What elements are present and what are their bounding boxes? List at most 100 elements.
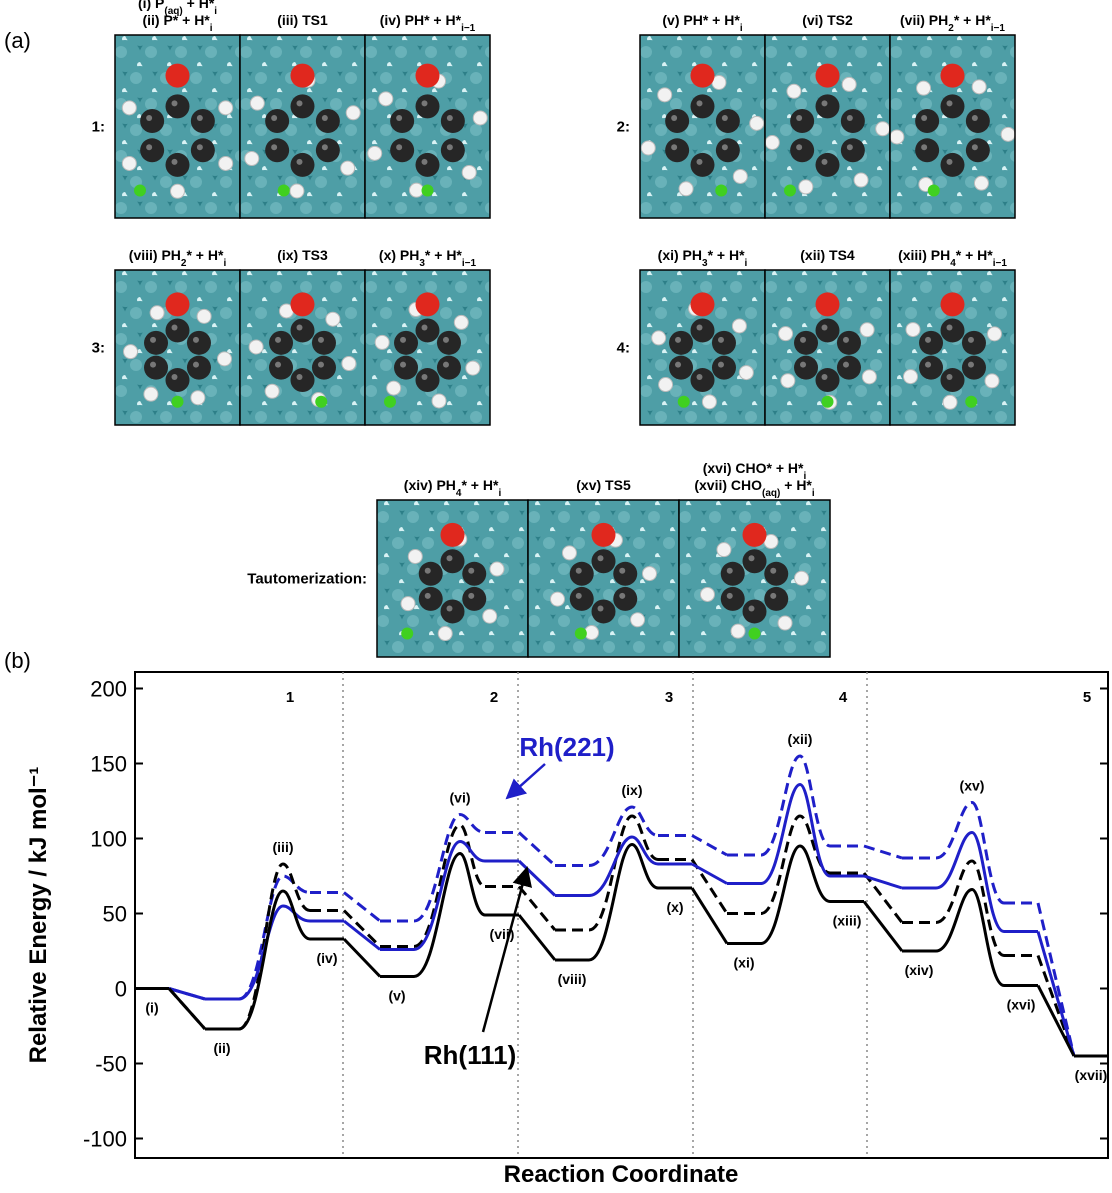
metal-highlight [407,615,419,627]
surface-h [730,683,736,689]
state-label: (x) [666,899,683,915]
frame-caption: (vii) PH2* + H*i−1 [900,12,1005,34]
metal-atom [664,431,696,463]
surface-h [152,427,158,433]
metal-atom [844,431,876,463]
surface-h [227,218,233,224]
h-atom [652,331,666,345]
metal-highlight [392,485,404,497]
surface-h [832,427,838,433]
state-label: (xvii) [1075,1067,1108,1083]
c-shine [275,337,281,343]
metal-highlight [890,202,902,214]
metal-atom [702,661,734,693]
metal-highlight [780,72,792,84]
surface-h [582,323,588,329]
caption-part: i [812,488,815,499]
metal-highlight [889,615,901,627]
metal-highlight [603,589,615,601]
c-atom [790,138,814,162]
surface-h [384,657,390,663]
surface-h [1092,401,1098,407]
metal-atom [581,661,613,693]
metal-atom [414,431,446,463]
surface-h [1062,297,1068,303]
surface-h [937,218,943,224]
metal-atom [554,405,586,437]
c-shine [796,115,802,121]
series-annotation: Rh(111) [424,1040,517,1070]
metal-highlight [1025,72,1037,84]
metal-highlight [685,411,697,423]
metal-atom [524,405,556,437]
metal-atom [868,583,900,615]
h-atom [346,106,360,120]
surface-h [1017,271,1023,277]
metal-highlight [345,411,357,423]
metal-highlight [255,124,267,136]
surface-h [432,427,438,433]
metal-atom [356,635,388,667]
metal-atom [539,327,571,359]
metal-highlight [558,615,570,627]
h-atom [134,185,146,197]
c-shine [425,568,431,574]
o-atom [291,292,315,316]
metal-highlight [1070,98,1082,110]
energy-barrier [414,854,485,977]
metal-highlight [980,46,992,58]
c-shine [697,324,703,330]
annotation-arrow [483,868,527,1032]
frame-caption: (ii) P* + H*i [142,12,212,34]
metal-atom [1079,405,1111,437]
metal-highlight [625,359,637,371]
o-atom [941,64,965,88]
metal-atom [849,431,881,463]
c-shine [619,568,625,574]
metal-atom [1019,170,1051,202]
surface-h [1047,427,1053,433]
surface-h [597,349,603,355]
metal-highlight [130,124,142,136]
h-atom [750,116,764,130]
y-tick-label: -100 [83,1127,127,1152]
surface-h [1047,271,1053,277]
c-atom [166,368,190,392]
metal-atom [524,170,556,202]
metal-atom [814,431,846,463]
surface-h [912,453,918,459]
metal-atom [554,170,586,202]
metal-highlight [754,589,766,601]
caption-part: i [745,258,748,269]
metal-highlight [1010,281,1022,293]
metal-highlight [795,98,807,110]
c-shine [947,159,953,165]
metal-highlight [270,281,282,293]
metal-highlight [395,437,407,449]
metal-highlight [875,20,887,32]
energy-barrier [239,876,310,999]
c-shine [271,144,277,150]
c-atom [794,331,818,355]
c-atom [394,356,418,380]
surface-h [537,218,543,224]
metal-atom [884,431,916,463]
metal-highlight [618,615,630,627]
surface-h [504,657,510,663]
surface-h [492,88,498,94]
h-atom [795,571,809,585]
h-atom [401,597,415,611]
surface-h [881,579,887,585]
metal-highlight [1010,202,1022,214]
metal-atom [1064,92,1096,124]
surface-h [836,553,842,559]
h-atom [473,111,487,125]
c-atom [790,109,814,133]
surface-h [597,401,603,407]
c-shine [396,115,402,121]
c-atom [962,331,986,355]
h-atom [245,152,259,166]
surface-h [477,218,483,224]
surface-h [881,631,887,637]
metal-highlight [530,359,542,371]
